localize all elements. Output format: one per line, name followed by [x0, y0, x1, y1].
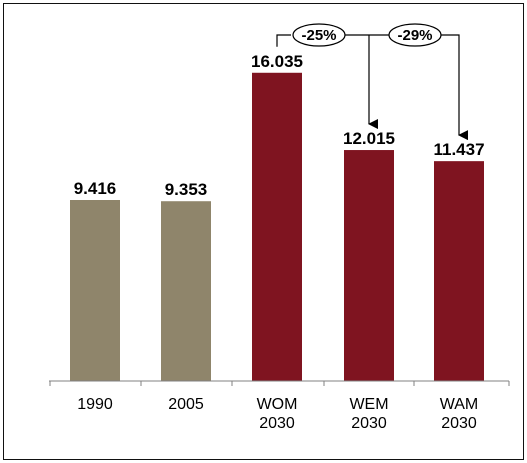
bar-4	[434, 161, 484, 381]
bar-chart: 9.416 1990 9.353 2005 16.035 WOM 2030 12.015 WEM…	[49, 23, 510, 432]
percent-change-label-1: -29%	[397, 27, 432, 44]
x-tick-label-0: 1990	[77, 396, 113, 413]
data-label-4: 11.437	[433, 140, 484, 159]
data-label-2: 16.035	[251, 52, 303, 71]
x-tick-label-4: WAM 2030	[440, 396, 479, 432]
bar-0	[70, 200, 120, 381]
bar-1	[161, 201, 211, 381]
data-label-1: 9.353	[165, 180, 208, 199]
percent-change-badge-1	[388, 23, 442, 47]
x-tick-label-1: 2005	[168, 396, 204, 413]
percent-change-label-0: -25%	[301, 27, 336, 44]
percent-change-badge-0	[292, 23, 346, 47]
bar-2	[252, 72, 302, 381]
data-label-0: 9.416	[74, 179, 117, 198]
comparison-bracket-start	[276, 34, 291, 47]
bar-3	[344, 150, 394, 381]
x-tick-label-2: WOM 2030	[257, 396, 298, 432]
comparison-arrow-1	[441, 34, 468, 141]
x-tick-label-3: WEM 2030	[349, 396, 388, 432]
data-label-3: 12.015	[343, 129, 395, 148]
chart-frame: 9.416 1990 9.353 2005 16.035 WOM 2030 12.015 WEM…	[3, 3, 524, 460]
